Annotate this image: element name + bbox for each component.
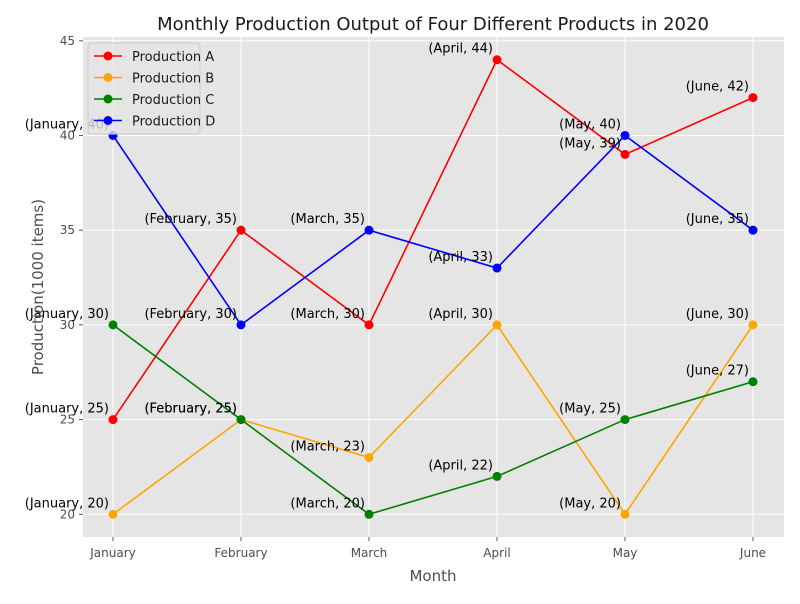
data-point-label: (April, 33) (428, 250, 493, 265)
legend: Production A Production B Production C Prod… (87, 42, 215, 135)
y-tick-label: 45 (60, 34, 75, 48)
legend-swatch-marker (103, 51, 113, 61)
data-point (620, 415, 630, 425)
data-point-label: (February, 30) (144, 307, 237, 322)
data-point-label: (February, 25) (144, 402, 237, 417)
y-tick-label: 35 (60, 223, 75, 237)
data-point-label: (June, 42) (686, 80, 749, 95)
legend-box (87, 42, 201, 135)
data-point-label: (April, 44) (428, 42, 493, 57)
data-point (364, 225, 374, 235)
legend-label: Production B (132, 72, 214, 87)
chart-title: Monthly Production Output of Four Differ… (157, 14, 709, 35)
legend-swatch-marker (103, 116, 113, 125)
x-tick-label: February (214, 546, 267, 560)
data-point-label: (April, 22) (428, 458, 493, 473)
data-point-label: (January, 20) (25, 496, 109, 511)
data-point-label: (May, 20) (559, 496, 621, 511)
legend-label: Production A (132, 50, 214, 65)
data-point-label: (January, 25) (25, 402, 109, 417)
y-tick-label: 40 (60, 128, 75, 142)
data-point (364, 452, 374, 462)
x-axis-title: Month (409, 567, 456, 585)
data-point (620, 149, 630, 159)
data-point-label: (January, 30) (25, 307, 109, 322)
x-tick-label: January (89, 546, 136, 560)
data-point (748, 320, 758, 330)
data-point (108, 415, 118, 425)
data-point (492, 55, 502, 65)
axis-ticks: January February March April May June 20 25 30 35… (60, 34, 766, 560)
data-point (748, 377, 758, 387)
data-point-label: (June, 27) (686, 364, 749, 379)
data-point-label: (March, 35) (290, 212, 365, 227)
series-line-2 (112, 323, 754, 516)
y-axis-title: Production(1000 items) (29, 199, 47, 375)
data-point (236, 415, 246, 425)
series-line-3 (112, 324, 754, 516)
data-point (748, 93, 758, 103)
data-point-label: (March, 30) (290, 307, 365, 322)
data-point (364, 320, 374, 330)
data-point-label: (May, 39) (559, 136, 621, 151)
data-point (236, 320, 246, 330)
y-tick-label: 20 (60, 507, 75, 521)
x-tick-label: June (739, 546, 766, 560)
data-point (236, 225, 246, 235)
y-tick-label: 30 (60, 318, 75, 332)
data-point-label: (June, 35) (686, 212, 749, 227)
data-point (620, 130, 630, 140)
data-point (108, 320, 118, 330)
data-point (620, 509, 630, 519)
data-point-label: (May, 25) (559, 402, 621, 417)
data-point-label: (May, 40) (559, 117, 621, 132)
data-point (492, 320, 502, 330)
series-line-1 (112, 58, 754, 421)
data-point (108, 509, 118, 519)
data-point (492, 471, 502, 481)
series-line-4 (112, 134, 754, 327)
y-tick-label: 25 (60, 413, 75, 427)
legend-label: Production C (132, 93, 214, 108)
data-point (364, 509, 374, 519)
data-point (492, 263, 502, 273)
legend-swatch-marker (103, 94, 113, 104)
series-lines (108, 55, 758, 519)
data-point-label: (March, 20) (290, 496, 365, 511)
data-point (748, 225, 758, 235)
data-point-label: (March, 23) (290, 439, 365, 454)
x-tick-label: March (351, 546, 388, 560)
data-point-label: (February, 35) (144, 212, 237, 227)
data-point-label: (February, 25) (144, 402, 237, 417)
x-tick-label: April (483, 546, 510, 560)
data-point-label: (June, 30) (686, 307, 749, 322)
legend-label: Production D (132, 115, 215, 130)
data-point-label: (April, 30) (428, 307, 493, 322)
x-tick-label: May (613, 546, 638, 560)
legend-swatch-marker (103, 73, 113, 82)
